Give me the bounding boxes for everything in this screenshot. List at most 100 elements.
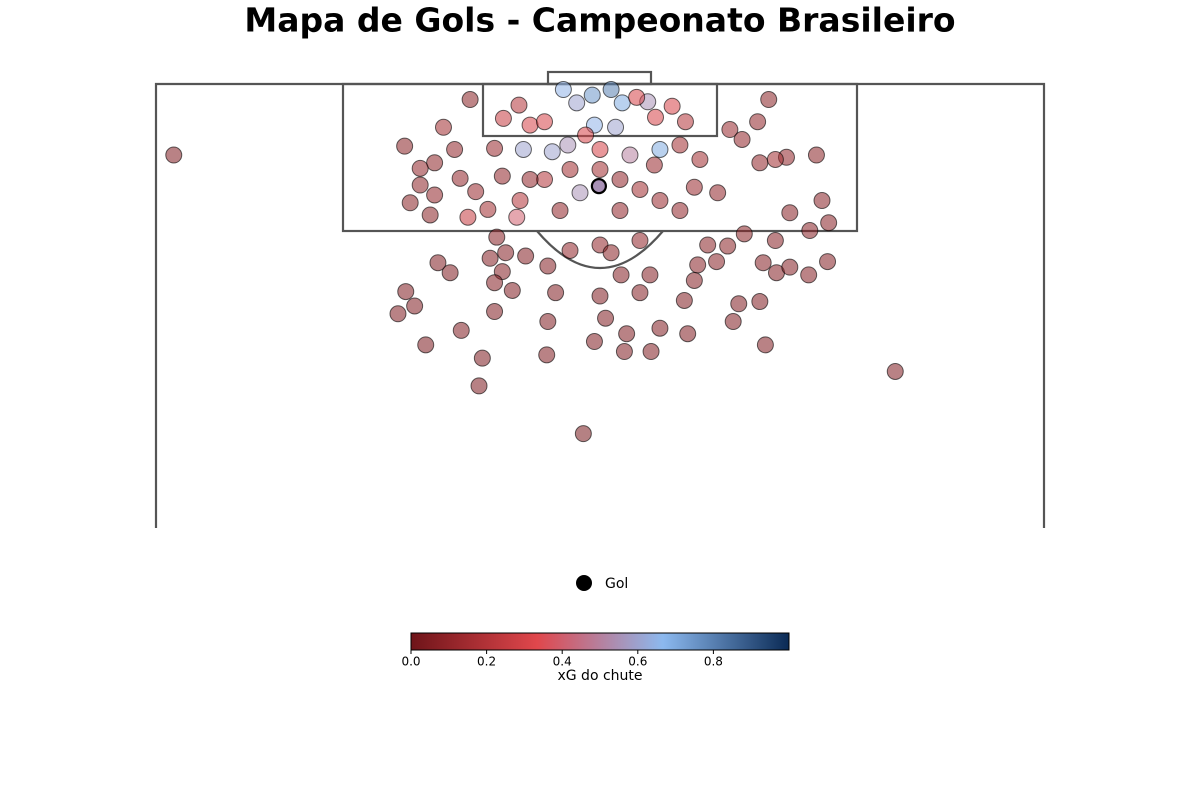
shot [699,236,717,254]
shot [631,232,649,250]
shot [473,349,491,367]
shot [631,180,649,198]
shot [645,156,663,174]
colorbar-tick-label: 0.2 [477,655,496,669]
shot [401,194,419,212]
shot [613,94,631,112]
colorbar-tick-label: 0.4 [553,655,572,669]
shot [561,242,579,259]
shot [551,202,569,220]
shot [554,81,572,99]
shot [801,222,819,240]
shot [663,97,681,115]
shot [547,284,565,302]
shot [591,160,609,178]
shot [628,88,646,106]
colorbar-tick-label: 0.0 [401,655,420,669]
shot [621,146,639,164]
shot [467,183,485,201]
shot [536,113,553,131]
penalty-arc [536,230,664,270]
shot [813,192,831,210]
shot [446,140,464,158]
shot [517,247,535,265]
shot [494,109,512,127]
shot [733,131,751,148]
shot [461,91,479,109]
shot [631,284,649,302]
shot [597,309,615,327]
shot [691,150,709,168]
shot [538,346,556,364]
shot [607,118,625,136]
shot [708,253,726,271]
shot [585,333,603,351]
shot [583,86,601,104]
shot [671,136,689,154]
chart-title: Mapa de Gols - Campeonato Brasileiro [244,1,955,40]
shot [679,325,697,343]
shot [421,206,439,224]
shot [397,283,415,301]
shot [781,204,799,222]
shot [807,146,825,164]
colorbar-tick-label: 0.8 [704,655,723,669]
shot [641,266,659,284]
shot [730,295,748,313]
shot [721,121,739,139]
shot [488,228,506,246]
shot [611,202,629,220]
shot [819,253,837,271]
shot [486,139,504,157]
shot [411,159,429,177]
shot [406,297,424,315]
shot [886,362,904,380]
shot [685,178,703,196]
shot [642,343,660,361]
shot [539,313,557,331]
shot [559,136,577,154]
shot [724,313,742,331]
shot [511,192,529,210]
shots [165,81,904,443]
shot [615,343,633,361]
shot [820,214,838,232]
shot [647,108,664,126]
shot [618,325,636,343]
shot [521,116,539,134]
shot [479,200,497,218]
shot [165,146,183,164]
shot [510,96,528,114]
shot [508,208,526,226]
shot [591,287,609,305]
shot [503,281,521,299]
shot [577,126,595,144]
shot [571,184,589,202]
shot [514,140,532,158]
shot [434,118,452,136]
shot [470,377,488,395]
shot [451,169,469,187]
shot [481,249,499,267]
pitch [154,70,1046,528]
colorbar [410,632,790,651]
shot [749,113,767,131]
shot [671,202,689,220]
shot [756,336,774,354]
shot [417,336,435,354]
shot [426,186,444,204]
shot [591,140,609,158]
shot [676,113,694,131]
shot [602,244,620,262]
shot [800,266,818,284]
shot [611,170,629,188]
shot [685,271,703,289]
legend-marker [576,575,592,591]
shot [754,254,772,272]
shot [751,154,769,172]
shot [497,244,515,262]
shot [651,192,669,210]
shot [486,274,504,292]
shot [539,257,557,275]
